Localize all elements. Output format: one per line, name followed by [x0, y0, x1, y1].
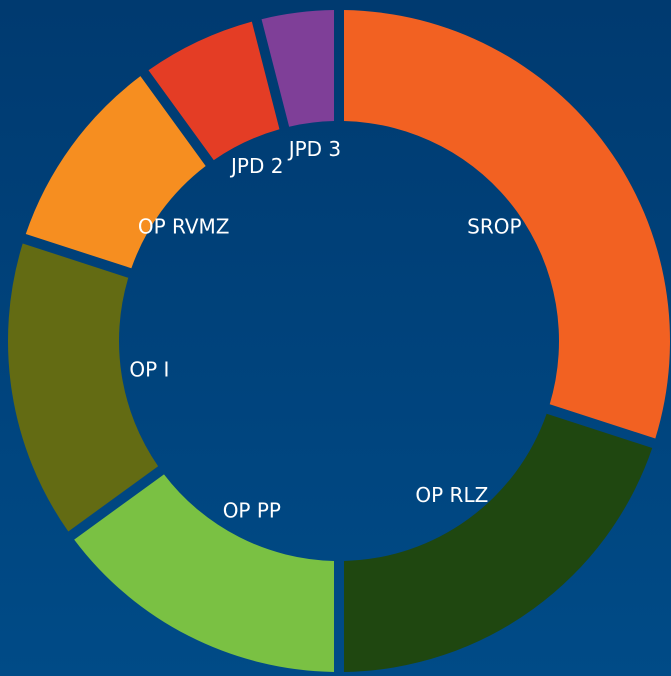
slice-label: OP PP: [223, 499, 281, 523]
donut-slice: [74, 474, 335, 672]
slice-label: JPD 3: [287, 137, 341, 161]
donut-slice: [261, 10, 335, 127]
slice-label: OP RVMZ: [138, 215, 230, 239]
donut-slice: [25, 76, 206, 269]
donut-slice: [343, 413, 653, 672]
slice-label: OP RLZ: [415, 483, 488, 507]
slice-label: SROP: [467, 215, 521, 239]
donut-slice: [343, 10, 671, 439]
slice-label: JPD 2: [229, 154, 283, 178]
donut-slice: [148, 21, 280, 161]
donut-slice: [8, 243, 159, 532]
slice-label: OP I: [129, 358, 169, 382]
